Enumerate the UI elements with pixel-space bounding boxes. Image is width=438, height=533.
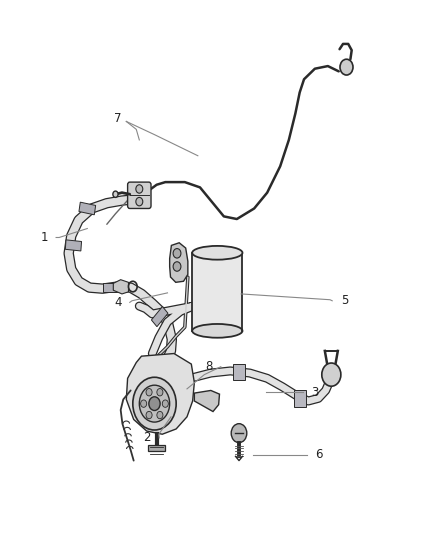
Text: 8: 8 xyxy=(205,360,212,373)
Text: 5: 5 xyxy=(340,294,347,308)
Bar xyxy=(79,202,95,215)
Circle shape xyxy=(162,400,168,407)
Text: 3: 3 xyxy=(311,385,318,399)
Circle shape xyxy=(146,411,152,419)
Polygon shape xyxy=(169,243,187,282)
Circle shape xyxy=(148,397,160,410)
Circle shape xyxy=(156,411,162,419)
Polygon shape xyxy=(113,280,128,294)
Text: 1: 1 xyxy=(40,231,48,244)
Circle shape xyxy=(339,59,352,75)
Bar xyxy=(192,253,242,331)
Polygon shape xyxy=(194,391,219,411)
Text: 7: 7 xyxy=(113,112,121,125)
Text: 6: 6 xyxy=(315,448,322,461)
Bar xyxy=(151,306,168,327)
Bar xyxy=(65,240,81,251)
Polygon shape xyxy=(126,353,194,434)
Circle shape xyxy=(146,389,152,396)
Circle shape xyxy=(156,389,162,396)
Bar xyxy=(145,380,163,395)
Bar xyxy=(103,283,119,292)
Circle shape xyxy=(321,363,340,386)
Circle shape xyxy=(133,377,176,430)
Bar xyxy=(148,445,165,451)
Circle shape xyxy=(135,185,142,193)
Circle shape xyxy=(135,197,142,206)
Circle shape xyxy=(173,262,180,271)
Circle shape xyxy=(173,248,180,258)
Bar xyxy=(293,390,305,407)
Text: 2: 2 xyxy=(143,431,151,445)
Ellipse shape xyxy=(192,246,242,260)
Text: 4: 4 xyxy=(113,296,121,309)
Ellipse shape xyxy=(192,324,242,338)
Circle shape xyxy=(139,385,169,422)
Circle shape xyxy=(231,424,246,443)
Circle shape xyxy=(113,191,118,197)
Circle shape xyxy=(140,400,146,407)
Bar xyxy=(233,364,244,381)
FancyBboxPatch shape xyxy=(127,182,151,208)
